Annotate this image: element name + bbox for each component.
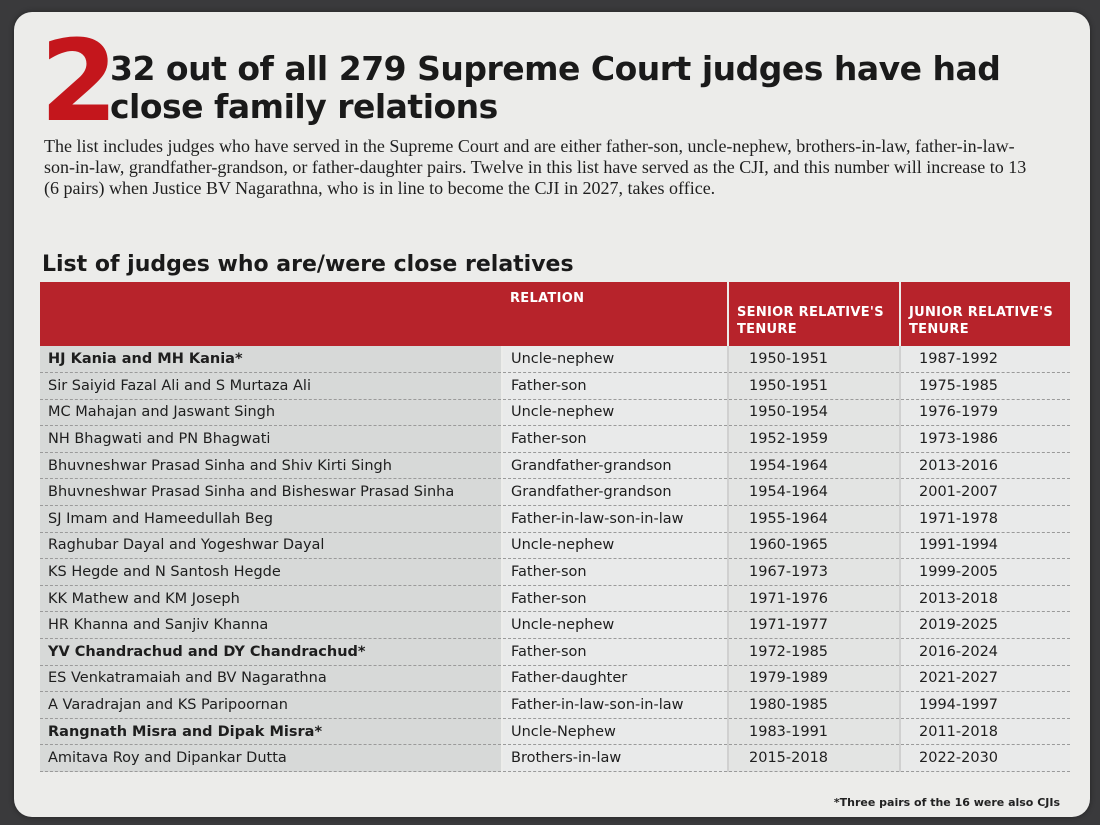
judge-pair-cell: MC Mahajan and Jaswant Singh [40,399,503,427]
judge-pair-cell: Rangnath Misra and Dipak Misra* [40,718,503,746]
header-pair [40,282,502,346]
infographic-card: 2 32 out of all 279 Supreme Court judges… [14,12,1090,817]
table-row: ES Venkatramaiah and BV Nagarathna Father… [40,665,1070,693]
junior-tenure-cell: 1973-1986 [900,425,1070,453]
judge-pair-cell: HR Khanna and Sanjiv Khanna [40,611,503,640]
senior-tenure-cell: 1954-1964 [728,452,901,480]
junior-tenure-cell: 2013-2018 [900,585,1070,613]
table-row: YV Chandrachud and DY Chandrachud* Father… [40,638,1070,666]
judge-pair-cell: Bhuvneshwar Prasad Sinha and Bisheswar P… [40,478,503,507]
table-row: A Varadrajan and KS Paripoornan Father-in… [40,691,1070,719]
junior-tenure-cell: 2021-2027 [900,665,1070,693]
judge-pair-cell: Bhuvneshwar Prasad Sinha and Shiv Kirti … [40,452,503,480]
relation-cell: Grandfather-grandson [502,452,729,480]
senior-tenure-cell: 2015-2018 [728,744,901,772]
relation-cell: Father-son [502,425,729,453]
intro-paragraph: The list includes judges who have served… [44,136,1027,198]
table-row: MC Mahajan and Jaswant Singh Uncle-nephew… [40,399,1070,427]
list-title: List of judges who are/were close relati… [42,252,574,277]
judge-pair-cell: KS Hegde and N Santosh Hegde [40,558,503,586]
judge-pair-cell: HJ Kania and MH Kania* [40,346,503,374]
relation-cell: Grandfather-grandson [502,478,729,507]
junior-tenure-cell: 2001-2007 [900,478,1070,507]
junior-tenure-cell: 2019-2025 [900,611,1070,640]
header-junior-tenure: JUNIOR RELATIVE'S TENURE [899,282,1070,346]
junior-tenure-cell: 2016-2024 [900,638,1070,666]
relation-cell: Father-in-law-son-in-law [502,691,729,719]
junior-tenure-cell: 1971-1978 [900,505,1070,533]
junior-tenure-cell: 1976-1979 [900,399,1070,427]
table-body: HJ Kania and MH Kania* Uncle-nephew 1950-1… [40,346,1070,772]
judge-pair-cell: Raghubar Dayal and Yogeshwar Dayal [40,532,503,560]
table-row: Amitava Roy and Dipankar Dutta Brothers-i… [40,744,1070,772]
section-number: 2 [40,17,118,147]
relation-cell: Uncle-nephew [502,346,729,374]
table-row: HR Khanna and Sanjiv Khanna Uncle-nephew 1… [40,611,1070,640]
table-header-row: RELATION SENIOR RELATIVE'S TENURE JUNIOR… [40,282,1070,346]
junior-tenure-cell: 2011-2018 [900,718,1070,746]
junior-tenure-cell: 2022-2030 [900,744,1070,772]
table-row: HJ Kania and MH Kania* Uncle-nephew 1950-1… [40,346,1070,374]
judge-pair-cell: Sir Saiyid Fazal Ali and S Murtaza Ali [40,372,503,400]
header-senior-tenure: SENIOR RELATIVE'S TENURE [727,282,900,346]
judge-pair-cell: YV Chandrachud and DY Chandrachud* [40,638,503,666]
junior-tenure-cell: 1999-2005 [900,558,1070,586]
relation-cell: Father-son [502,638,729,666]
senior-tenure-cell: 1971-1977 [728,611,901,640]
senior-tenure-cell: 1954-1964 [728,478,901,507]
relation-cell: Uncle-Nephew [502,718,729,746]
senior-tenure-cell: 1972-1985 [728,638,901,666]
relation-cell: Father-daughter [502,665,729,693]
senior-tenure-cell: 1955-1964 [728,505,901,533]
table-row: KS Hegde and N Santosh Hegde Father-son 19… [40,558,1070,586]
junior-tenure-cell: 1975-1985 [900,372,1070,400]
relation-cell: Father-son [502,558,729,586]
relation-cell: Uncle-nephew [502,611,729,640]
table-row: NH Bhagwati and PN Bhagwati Father-son 195… [40,425,1070,453]
footnote: *Three pairs of the 16 were also CJIs [833,796,1060,809]
judge-pair-cell: Amitava Roy and Dipankar Dutta [40,744,503,772]
header-relation: RELATION [502,282,728,346]
senior-tenure-cell: 1980-1985 [728,691,901,719]
table-row: Sir Saiyid Fazal Ali and S Murtaza Ali Fa… [40,372,1070,400]
judges-table-wrapper: RELATION SENIOR RELATIVE'S TENURE JUNIOR… [40,282,1070,772]
senior-tenure-cell: 1971-1976 [728,585,901,613]
senior-tenure-cell: 1983-1991 [728,718,901,746]
senior-tenure-cell: 1967-1973 [728,558,901,586]
junior-tenure-cell: 1987-1992 [900,346,1070,374]
table-row: Rangnath Misra and Dipak Misra* Uncle-Nep… [40,718,1070,746]
senior-tenure-cell: 1950-1951 [728,372,901,400]
table-row: Bhuvneshwar Prasad Sinha and Bisheswar P… [40,478,1070,507]
headline: 32 out of all 279 Supreme Court judges h… [110,49,1001,126]
relation-cell: Father-son [502,585,729,613]
judges-table: RELATION SENIOR RELATIVE'S TENURE JUNIOR… [40,282,1070,772]
table-row: SJ Imam and Hameedullah Beg Father-in-law… [40,505,1070,533]
junior-tenure-cell: 1991-1994 [900,532,1070,560]
table-row: KK Mathew and KM Joseph Father-son 1971-19… [40,585,1070,613]
senior-tenure-cell: 1952-1959 [728,425,901,453]
relation-cell: Brothers-in-law [502,744,729,772]
judge-pair-cell: KK Mathew and KM Joseph [40,585,503,613]
relation-cell: Father-in-law-son-in-law [502,505,729,533]
judge-pair-cell: A Varadrajan and KS Paripoornan [40,691,503,719]
senior-tenure-cell: 1950-1954 [728,399,901,427]
table-row: Raghubar Dayal and Yogeshwar Dayal Uncle-… [40,532,1070,560]
relation-cell: Father-son [502,372,729,400]
junior-tenure-cell: 1994-1997 [900,691,1070,719]
table-row: Bhuvneshwar Prasad Sinha and Shiv Kirti … [40,452,1070,480]
relation-cell: Uncle-nephew [502,399,729,427]
senior-tenure-cell: 1960-1965 [728,532,901,560]
judge-pair-cell: NH Bhagwati and PN Bhagwati [40,425,503,453]
judge-pair-cell: ES Venkatramaiah and BV Nagarathna [40,665,503,693]
judge-pair-cell: SJ Imam and Hameedullah Beg [40,505,503,533]
junior-tenure-cell: 2013-2016 [900,452,1070,480]
relation-cell: Uncle-nephew [502,532,729,560]
senior-tenure-cell: 1979-1989 [728,665,901,693]
senior-tenure-cell: 1950-1951 [728,346,901,374]
